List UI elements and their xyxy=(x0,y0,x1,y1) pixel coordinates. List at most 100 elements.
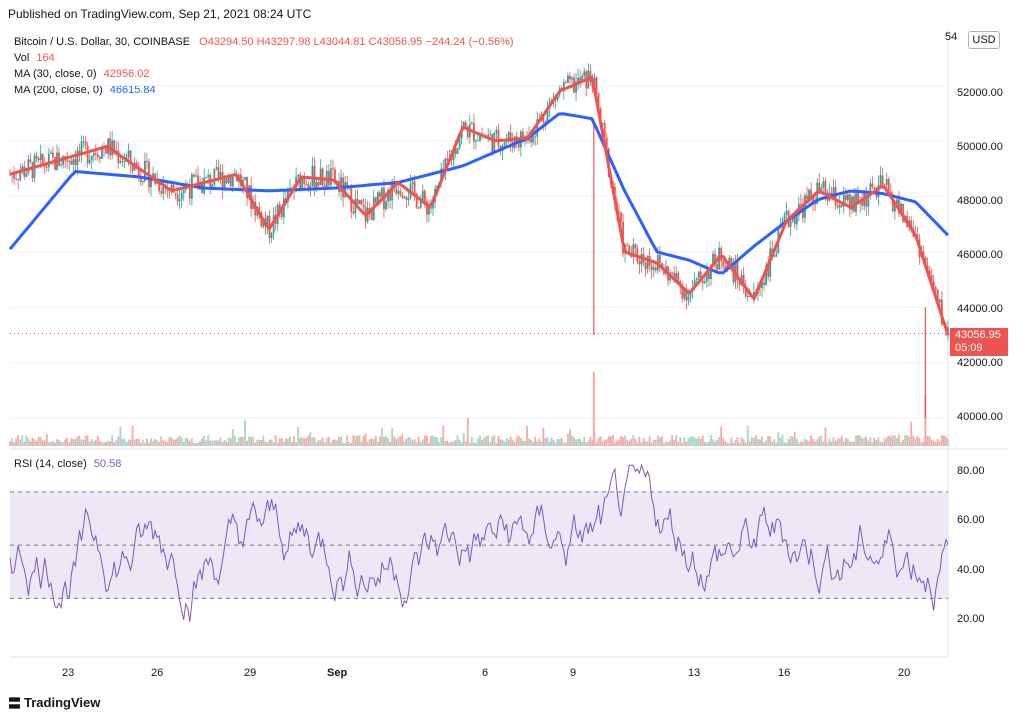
volume-bar xyxy=(475,442,477,446)
candle-body xyxy=(832,187,835,200)
volume-bar xyxy=(930,440,933,446)
volume-bar xyxy=(111,435,114,446)
published-caption: Published on TradingView.com, Sep 21, 20… xyxy=(8,7,312,21)
volume-bar xyxy=(299,438,302,446)
candle-body xyxy=(583,71,586,76)
candle-body xyxy=(395,188,398,194)
tradingview-logo[interactable]: 〓 TradingView xyxy=(8,693,100,712)
candle-body xyxy=(654,267,657,271)
candle-body xyxy=(765,265,768,285)
candle-body xyxy=(317,182,320,186)
candle-body xyxy=(842,194,845,207)
volume-bar xyxy=(902,439,904,446)
volume-bar xyxy=(252,437,255,446)
currency-badge[interactable]: USD xyxy=(968,31,1000,49)
volume-bar xyxy=(70,438,73,446)
volume-bar xyxy=(836,438,839,446)
candle-body xyxy=(938,299,941,303)
candle-body xyxy=(844,194,847,201)
volume-bar xyxy=(344,442,347,446)
symbol-name[interactable]: Bitcoin / U.S. Dollar, 30, COINBASE xyxy=(14,36,191,48)
volume-bar xyxy=(705,442,708,446)
candle-body xyxy=(475,140,477,142)
volume-bar xyxy=(39,437,42,446)
price-tick: 44000.00 xyxy=(957,303,1003,315)
volume-bar xyxy=(49,441,52,446)
candle-body xyxy=(536,119,539,137)
volume-bar xyxy=(714,441,716,446)
candle-body xyxy=(534,135,537,137)
volume-bar xyxy=(103,442,105,446)
volume-bar xyxy=(117,436,120,446)
candle-body xyxy=(362,204,365,207)
volume-bar xyxy=(564,442,567,446)
volume-bar xyxy=(642,437,645,446)
volume-bar xyxy=(119,426,122,446)
volume-bar xyxy=(415,442,418,446)
candle-body xyxy=(311,165,314,186)
candle-body xyxy=(763,282,765,285)
volume-bar xyxy=(356,435,359,446)
candle-body xyxy=(851,196,853,210)
rsi-legend[interactable]: RSI (14, close) 50.58 xyxy=(14,458,121,470)
volume-bar xyxy=(558,438,561,446)
candle-body xyxy=(305,183,308,185)
volume-bar xyxy=(41,440,44,446)
candle-body xyxy=(99,157,101,159)
volume-bar xyxy=(755,435,757,446)
volume-bar xyxy=(397,437,400,446)
candle-body xyxy=(902,203,904,222)
candle-body xyxy=(479,134,481,141)
volume-bar xyxy=(456,435,459,446)
candle-body xyxy=(652,267,655,270)
volume-bar xyxy=(109,441,112,446)
volume-bar xyxy=(532,441,535,446)
volume-bar xyxy=(284,438,287,446)
candle-body xyxy=(804,195,806,218)
candle-body xyxy=(219,172,222,178)
volume-bar xyxy=(43,440,46,446)
volume-bar xyxy=(695,438,698,446)
candle-body xyxy=(773,255,776,257)
volume-bar xyxy=(748,441,751,446)
candle-body xyxy=(785,210,788,215)
candle-body xyxy=(509,132,512,143)
ma200-legend-row[interactable]: MA (200, close, 0) 46615.84 xyxy=(14,83,156,97)
candle-body xyxy=(141,181,144,183)
candle-body xyxy=(575,81,577,93)
volume-bar xyxy=(256,439,259,446)
volume-bar xyxy=(313,437,316,446)
volume-bar xyxy=(665,441,667,446)
volume-bar xyxy=(636,442,639,446)
candle-body xyxy=(217,167,220,178)
volume-bar xyxy=(673,439,676,446)
candle-body xyxy=(131,164,134,171)
candle-body xyxy=(579,77,582,82)
candle-body xyxy=(178,199,181,202)
volume-bar xyxy=(319,439,322,446)
volume-bar xyxy=(317,440,320,446)
volume-bar xyxy=(23,441,26,446)
candle-body xyxy=(464,122,467,127)
volume-bar xyxy=(501,439,504,446)
candle-body xyxy=(566,75,569,83)
volume-bar xyxy=(395,439,398,446)
candle-body xyxy=(307,183,310,190)
volume-bar xyxy=(33,439,36,446)
volume-bar xyxy=(203,435,206,446)
volume-bar xyxy=(242,437,244,446)
volume-bar xyxy=(671,435,674,446)
volume-bar xyxy=(846,438,849,446)
volume-bar xyxy=(936,438,939,446)
volume-bar xyxy=(793,431,796,446)
volume-bar xyxy=(691,436,694,446)
volume-bar xyxy=(154,439,156,446)
volume-bar xyxy=(519,437,522,446)
volume-bar xyxy=(746,425,749,446)
ma30-legend-row[interactable]: MA (30, close, 0) 42956.02 xyxy=(14,67,150,81)
last-price-tag: 43056.95 05:09 xyxy=(950,328,1008,356)
candle-body xyxy=(928,270,931,276)
volume-bar xyxy=(139,442,142,446)
volume-legend-row[interactable]: Vol 164 xyxy=(14,51,55,65)
